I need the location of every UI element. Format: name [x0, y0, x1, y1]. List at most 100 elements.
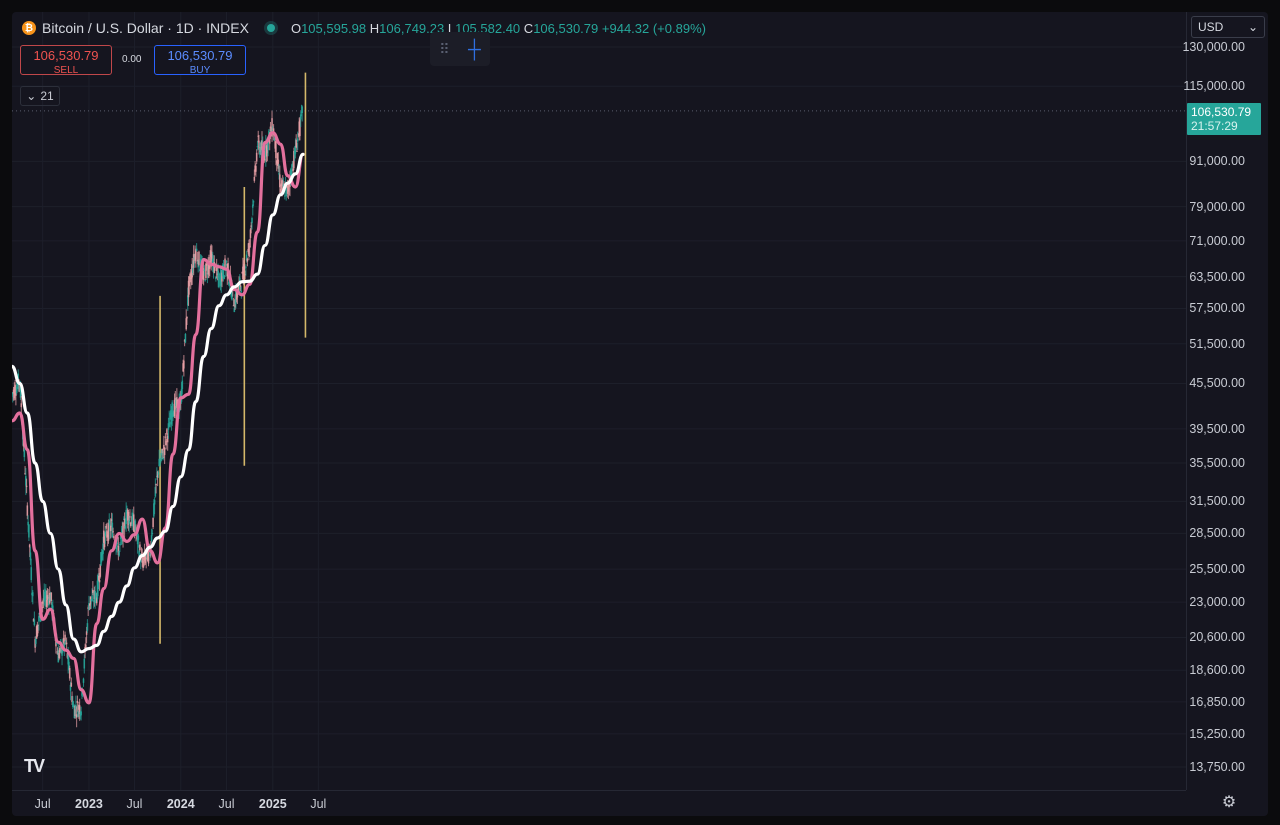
- candle-body: [242, 264, 245, 283]
- candle-body: [86, 623, 89, 631]
- candle-body: [221, 272, 223, 282]
- candle-body: [41, 601, 44, 604]
- tradingview-logo-icon[interactable]: TV: [24, 756, 45, 776]
- price-tick-label: 91,000.00: [1189, 154, 1245, 169]
- price-tick-label: 31,500.00: [1189, 494, 1245, 509]
- candle-body: [26, 505, 29, 516]
- drag-handle-icon[interactable]: ⠿: [439, 40, 450, 57]
- price-tick-label: 45,500.00: [1189, 376, 1245, 391]
- candle-body: [153, 499, 156, 505]
- candle-body: [108, 520, 111, 524]
- candle-body: [282, 183, 285, 188]
- candle-body: [95, 597, 98, 604]
- time-tick-label: Jul: [218, 797, 235, 811]
- candle-body: [299, 114, 302, 120]
- sell-button[interactable]: 106,530.79 SELL: [20, 45, 112, 76]
- candle-body: [33, 619, 36, 626]
- candle-body: [157, 472, 160, 475]
- crosshair-icon[interactable]: ┼: [467, 38, 481, 59]
- high-value: 106,749.23: [379, 20, 445, 36]
- ma-slow-line: [12, 152, 305, 654]
- last-price-value: 106,530.79: [1191, 104, 1252, 119]
- grid-lines: [12, 12, 1186, 790]
- price-tick-label: 39,500.00: [1189, 421, 1245, 436]
- candle-body: [224, 258, 226, 268]
- candle-body: [28, 544, 31, 548]
- low-label: L: [447, 20, 456, 36]
- candle-body: [45, 590, 47, 599]
- indicators-toggle-button[interactable]: ⌄ 21: [20, 86, 60, 106]
- candle-body: [192, 254, 195, 268]
- time-tick-label: Jul: [34, 797, 51, 811]
- currency-select[interactable]: USD ⌄: [1191, 16, 1265, 38]
- candle-body: [217, 270, 220, 278]
- floating-toolbar[interactable]: ⠿ ┼: [430, 32, 490, 66]
- price-tick-label: 13,750.00: [1189, 760, 1245, 775]
- candle-body: [115, 547, 117, 550]
- candle-body: [41, 607, 43, 609]
- candle-body: [159, 462, 161, 466]
- candle-body: [116, 543, 118, 547]
- price-tick-label: 115,000.00: [1183, 79, 1245, 94]
- candle-body: [264, 159, 266, 161]
- candle-body: [92, 589, 94, 594]
- candle-body: [105, 526, 107, 528]
- candle-body: [47, 597, 49, 599]
- close-label: C: [523, 20, 534, 36]
- candle-body: [147, 548, 150, 564]
- candle-body: [291, 163, 294, 167]
- candle-body: [123, 518, 126, 529]
- time-tick-label: Jul: [126, 797, 143, 811]
- candle-body: [281, 180, 283, 190]
- candle-body: [20, 403, 23, 408]
- price-axis[interactable]: USD ⌄ 106,530.79 21:57:29 130,000.00 115,…: [1182, 12, 1268, 790]
- candle-body: [283, 183, 285, 185]
- symbol-legend[interactable]: ₿ Bitcoin / U.S. Dollar · 1D · INDEX O10…: [22, 18, 706, 38]
- buy-button[interactable]: 106,530.79 BUY: [154, 45, 246, 76]
- candle-body: [195, 250, 197, 260]
- candle-body: [85, 631, 88, 635]
- candle-body: [68, 661, 70, 670]
- candle-body: [251, 218, 253, 224]
- candle-body: [285, 184, 288, 197]
- candle-body: [75, 714, 78, 718]
- candle-body: [65, 640, 67, 642]
- candle-body: [240, 290, 243, 292]
- candle-body: [78, 705, 81, 714]
- settings-gear-icon[interactable]: ⚙: [1221, 794, 1237, 811]
- candle-body: [202, 268, 205, 280]
- candle-body: [96, 580, 99, 600]
- candle-body: [137, 535, 140, 541]
- price-tick-label: 15,250.00: [1189, 726, 1245, 741]
- candle-body: [104, 531, 107, 537]
- candle-body: [72, 705, 75, 707]
- candle-body: [287, 181, 290, 192]
- candle-body: [245, 266, 247, 268]
- price-tick-label: 57,500.00: [1189, 301, 1245, 316]
- candle-body: [233, 308, 236, 313]
- chart-window: ₿ Bitcoin / U.S. Dollar · 1D · INDEX O10…: [12, 12, 1268, 816]
- candle-body: [125, 509, 127, 524]
- candle-body: [71, 696, 73, 703]
- candle-body: [142, 560, 144, 568]
- price-chart[interactable]: [12, 12, 1186, 790]
- candle-body: [251, 204, 254, 208]
- price-tick-label: 20,600.00: [1189, 630, 1245, 645]
- candle-body: [255, 152, 258, 162]
- candle-body: [91, 595, 93, 601]
- low-value: 105,582.40: [455, 20, 521, 36]
- time-axis[interactable]: Jul 2023 Jul 2024 Jul 2025 Jul: [12, 790, 1186, 816]
- candle-body: [88, 603, 90, 610]
- candle-body: [85, 644, 87, 649]
- candle-body: [75, 704, 77, 710]
- candle-body: [245, 254, 248, 261]
- candle-body: [187, 280, 190, 298]
- candle-body: [103, 533, 106, 548]
- buy-price: 106,530.79: [167, 48, 233, 63]
- market-status-icon[interactable]: [266, 24, 275, 32]
- open-label: O: [290, 20, 302, 36]
- high-label: H: [369, 20, 380, 36]
- candle-body: [129, 522, 132, 526]
- candle-body: [228, 284, 231, 286]
- candle-body: [14, 385, 16, 396]
